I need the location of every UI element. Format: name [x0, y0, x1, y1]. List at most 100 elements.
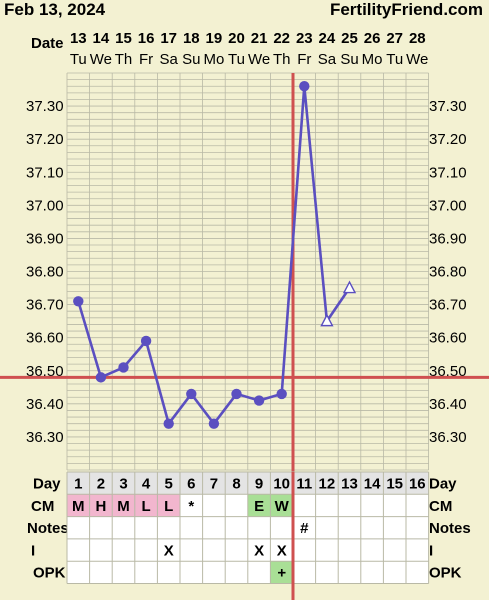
table-row-label-left: I [31, 542, 35, 559]
day-number: 5 [165, 476, 173, 493]
table-cell [360, 516, 384, 539]
y-tick-label-right: 36.90 [429, 230, 467, 247]
table-cell [338, 561, 361, 584]
table-cell [180, 516, 203, 539]
table-cell [406, 538, 429, 562]
table-cell-value: # [300, 520, 309, 537]
day-number: 9 [255, 476, 263, 493]
day-row-label-right: Day [429, 476, 457, 493]
day-number: 6 [187, 476, 195, 493]
table-cell [360, 561, 384, 584]
table-cell-value: M [117, 498, 130, 515]
temperature-point [95, 372, 107, 383]
date-label: 18 [183, 30, 200, 47]
weekday-label: We [406, 51, 428, 68]
day-number: 3 [119, 476, 127, 493]
date-label: 17 [160, 30, 177, 47]
open-triangle-point [320, 313, 334, 327]
table-cell [157, 516, 180, 539]
table-cell [180, 494, 203, 517]
weekday-label: Su [340, 51, 358, 68]
weekday-label: Mo [362, 51, 383, 68]
weekday-label: Tu [228, 51, 245, 68]
y-tick-label-left: 36.30 [26, 429, 64, 446]
table-cell-value: H [95, 498, 106, 515]
table-cell [134, 561, 158, 584]
table-cell [315, 516, 339, 539]
table-cell [383, 516, 406, 539]
date-label: 25 [341, 30, 358, 47]
table-cell [67, 516, 90, 539]
table-cell [134, 494, 158, 517]
site-name: FertilityFriend.com [329, 0, 483, 19]
table-cell [270, 561, 293, 584]
weekday-label: We [90, 51, 112, 68]
open-triangle-point [342, 280, 357, 294]
table-row-label-right: Notes [429, 520, 471, 537]
day-row-label-left: Day [33, 476, 61, 493]
table-cell [202, 561, 226, 584]
y-tick-label-left: 37.10 [26, 164, 64, 181]
date-label: 22 [273, 30, 290, 47]
table-cell [406, 561, 429, 584]
table-cell [293, 561, 316, 584]
table-cell [360, 494, 384, 517]
table-row-label-right: OPK [429, 565, 462, 582]
table-cell [383, 494, 406, 517]
y-tick-label-right: 36.60 [429, 330, 467, 347]
table-cell-value: L [142, 498, 151, 515]
y-tick-label-right: 37.30 [429, 98, 467, 115]
table-row-label-left: CM [31, 498, 54, 515]
table-cell [338, 516, 361, 539]
y-tick-label-right: 36.40 [429, 396, 467, 413]
table-cell [406, 516, 429, 539]
chart-date-header: Feb 13, 2024 [4, 0, 106, 19]
day-number: 15 [386, 476, 403, 493]
table-cell [134, 538, 158, 562]
temperature-line-open [303, 86, 351, 325]
table-cell [360, 538, 384, 562]
table-cell [67, 538, 90, 562]
table-cell [180, 538, 203, 562]
table-cell [406, 494, 429, 517]
table-cell-value: X [254, 542, 264, 559]
table-cell [247, 561, 271, 584]
table-cell [383, 538, 406, 562]
y-tick-label-left: 36.40 [26, 396, 64, 413]
date-label: 21 [251, 30, 268, 47]
day-number: 10 [273, 476, 290, 493]
table-cell [157, 538, 180, 562]
table-cell [225, 561, 248, 584]
day-number: 4 [142, 476, 151, 493]
table-cell-value: L [164, 498, 173, 515]
table-cell-value: + [277, 565, 286, 582]
table-cell [293, 516, 316, 539]
day-number: 16 [409, 476, 426, 493]
date-label: 26 [364, 30, 381, 47]
temperature-point [163, 418, 174, 429]
date-label: 20 [228, 30, 245, 47]
weekday-label: Fr [139, 51, 153, 68]
table-cell [270, 516, 293, 539]
table-cell [134, 516, 158, 539]
table-cell [225, 494, 248, 517]
y-tick-label-left: 36.70 [26, 297, 64, 314]
table-cell [202, 538, 226, 562]
weekday-label: Th [115, 51, 133, 68]
table-cell [225, 516, 248, 539]
table-cell-value: X [277, 542, 287, 559]
date-label: 27 [386, 30, 403, 47]
day-number: 13 [341, 476, 358, 493]
table-cell [338, 494, 361, 517]
y-tick-label-right: 37.10 [429, 164, 467, 181]
table-cell [89, 561, 113, 584]
table-cell [315, 561, 339, 584]
table-row-label-left: OPK [33, 565, 66, 582]
temperature-point [186, 388, 197, 400]
table-cell [157, 561, 180, 584]
y-tick-label-left: 36.80 [26, 264, 64, 281]
temperature-point [73, 296, 84, 307]
temperature-point [140, 335, 152, 347]
table-cell [89, 494, 113, 517]
